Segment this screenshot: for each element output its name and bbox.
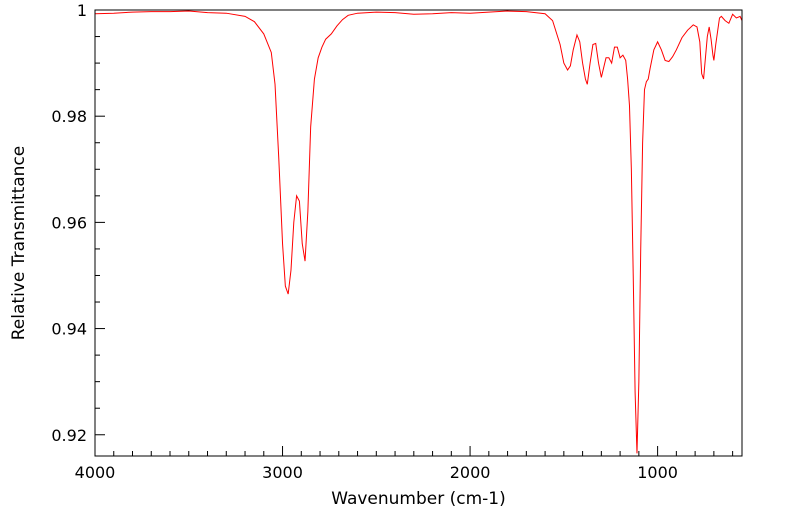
x-tick-label: 1000 bbox=[637, 463, 678, 482]
y-tick-label: 0.94 bbox=[51, 320, 87, 339]
plot-frame bbox=[94, 9, 743, 457]
x-axis-tick-labels: 4000 3000 2000 1000 bbox=[75, 463, 678, 482]
y-tick-label: 0.96 bbox=[51, 213, 87, 232]
x-tick-label: 4000 bbox=[75, 463, 116, 482]
y-tick-label: 0.92 bbox=[51, 426, 87, 445]
x-axis-ticks bbox=[94, 446, 734, 456]
y-axis-tick-labels: 1 0.98 0.96 0.94 0.92 bbox=[51, 1, 87, 445]
y-axis-label: Relative Transmittance bbox=[9, 146, 29, 341]
y-tick-label: 0.98 bbox=[51, 107, 87, 126]
y-tick-label: 1 bbox=[77, 1, 87, 20]
x-tick-label: 2000 bbox=[450, 463, 491, 482]
transmittance-line bbox=[95, 10, 742, 454]
x-axis-label: Wavenumber (cm-1) bbox=[331, 489, 506, 509]
x-tick-label: 3000 bbox=[262, 463, 303, 482]
y-axis-ticks bbox=[95, 9, 105, 436]
